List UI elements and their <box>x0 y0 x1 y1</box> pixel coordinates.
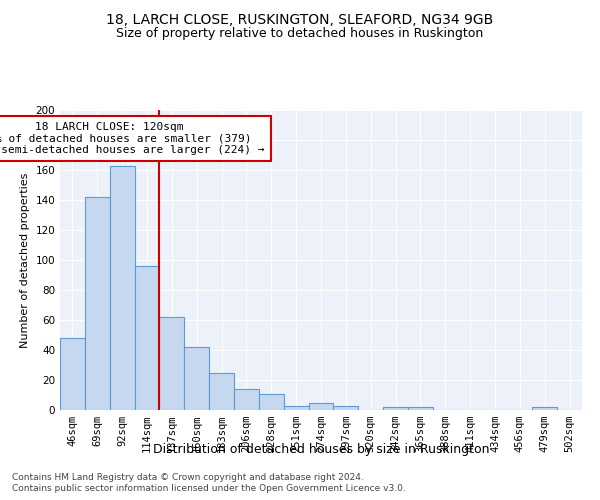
Bar <box>110 166 134 410</box>
Bar <box>134 266 160 410</box>
Bar <box>209 372 234 410</box>
Bar <box>383 407 408 410</box>
Bar <box>184 347 209 410</box>
Text: 18 LARCH CLOSE: 120sqm
← 62% of detached houses are smaller (379)
37% of semi-de: 18 LARCH CLOSE: 120sqm ← 62% of detached… <box>0 122 265 155</box>
Bar <box>334 406 358 410</box>
Text: Size of property relative to detached houses in Ruskington: Size of property relative to detached ho… <box>116 28 484 40</box>
Text: Distribution of detached houses by size in Ruskington: Distribution of detached houses by size … <box>153 442 489 456</box>
Bar <box>60 338 85 410</box>
Text: Contains HM Land Registry data © Crown copyright and database right 2024.: Contains HM Land Registry data © Crown c… <box>12 472 364 482</box>
Text: 18, LARCH CLOSE, RUSKINGTON, SLEAFORD, NG34 9GB: 18, LARCH CLOSE, RUSKINGTON, SLEAFORD, N… <box>106 12 494 26</box>
Bar <box>259 394 284 410</box>
Bar <box>532 407 557 410</box>
Bar <box>284 406 308 410</box>
Text: Contains public sector information licensed under the Open Government Licence v3: Contains public sector information licen… <box>12 484 406 493</box>
Bar <box>408 407 433 410</box>
Y-axis label: Number of detached properties: Number of detached properties <box>20 172 30 348</box>
Bar <box>308 402 334 410</box>
Bar <box>234 389 259 410</box>
Bar <box>85 197 110 410</box>
Bar <box>160 317 184 410</box>
